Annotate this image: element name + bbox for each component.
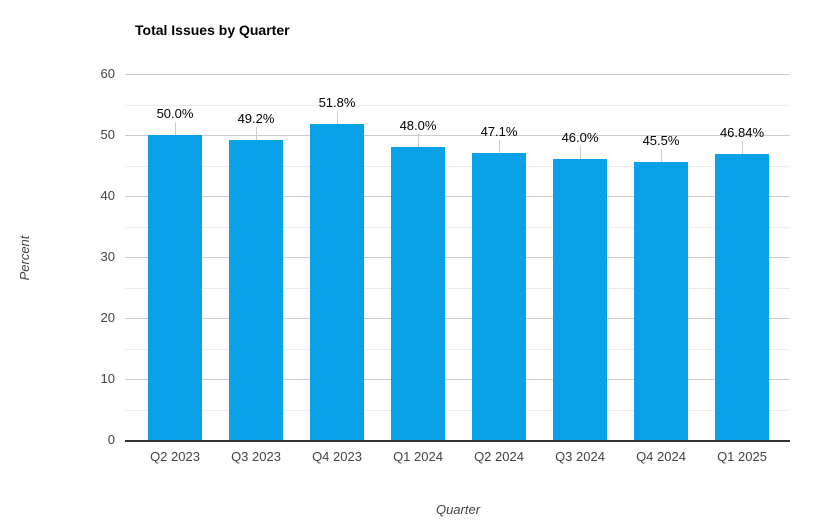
bar-q4-2024[interactable]	[634, 162, 688, 440]
y-axis-tick-label: 20	[100, 310, 115, 325]
major-gridline	[125, 257, 790, 258]
bar-q1-2025[interactable]	[715, 154, 769, 440]
bar-q2-2024[interactable]	[472, 153, 526, 440]
bar-value-label: 46.0%	[561, 130, 599, 145]
y-axis-tick-label: 30	[100, 249, 115, 264]
x-axis-title: Quarter	[435, 502, 481, 517]
x-axis-tick-label: Q1 2025	[717, 449, 767, 464]
y-axis-tick-label: 60	[100, 66, 115, 81]
annotation-stem	[742, 141, 743, 154]
bar-value-label: 46.84%	[719, 125, 765, 140]
minor-gridline	[125, 288, 790, 289]
bar-value-label: 45.5%	[642, 133, 680, 148]
x-axis-tick-label: Q2 2023	[150, 449, 200, 464]
minor-gridline	[125, 349, 790, 350]
x-axis-tick-label: Q2 2024	[474, 449, 524, 464]
minor-gridline	[125, 410, 790, 411]
minor-gridline	[125, 166, 790, 167]
x-axis-tick-label: Q3 2023	[231, 449, 281, 464]
x-axis-tick-label: Q3 2024	[555, 449, 605, 464]
y-axis-tick-label: 0	[107, 432, 115, 447]
bar-value-label: 49.2%	[237, 111, 275, 126]
bar-value-label: 48.0%	[399, 118, 437, 133]
annotation-stem	[175, 122, 176, 135]
x-axis-tick-label: Q4 2023	[312, 449, 362, 464]
major-gridline	[125, 318, 790, 319]
annotation-stem	[580, 146, 581, 159]
annotation-stem	[418, 134, 419, 147]
y-axis-tick-label: 50	[100, 127, 115, 142]
bar-q1-2024[interactable]	[391, 147, 445, 440]
y-axis-tick-label: 40	[100, 188, 115, 203]
y-axis-title: Percent	[17, 235, 32, 281]
bar-q3-2023[interactable]	[229, 140, 283, 440]
chart-title: Total Issues by Quarter	[135, 22, 290, 38]
annotation-stem	[256, 127, 257, 140]
major-gridline	[125, 135, 790, 136]
bar-value-label: 51.8%	[318, 95, 356, 110]
major-gridline	[125, 196, 790, 197]
bar-q4-2023[interactable]	[310, 124, 364, 440]
bar-q2-2023[interactable]	[148, 135, 202, 440]
minor-gridline	[125, 227, 790, 228]
annotation-stem	[661, 149, 662, 162]
x-axis-baseline	[125, 440, 790, 442]
bar-value-label: 47.1%	[480, 124, 518, 139]
annotation-stem	[337, 111, 338, 124]
major-gridline	[125, 379, 790, 380]
minor-gridline	[125, 105, 790, 106]
x-axis-tick-label: Q4 2024	[636, 449, 686, 464]
bar-value-label: 50.0%	[156, 106, 194, 121]
x-axis-tick-label: Q1 2024	[393, 449, 443, 464]
y-axis-tick-label: 10	[100, 371, 115, 386]
annotation-stem	[499, 140, 500, 153]
major-gridline	[125, 74, 790, 75]
bar-q3-2024[interactable]	[553, 159, 607, 440]
